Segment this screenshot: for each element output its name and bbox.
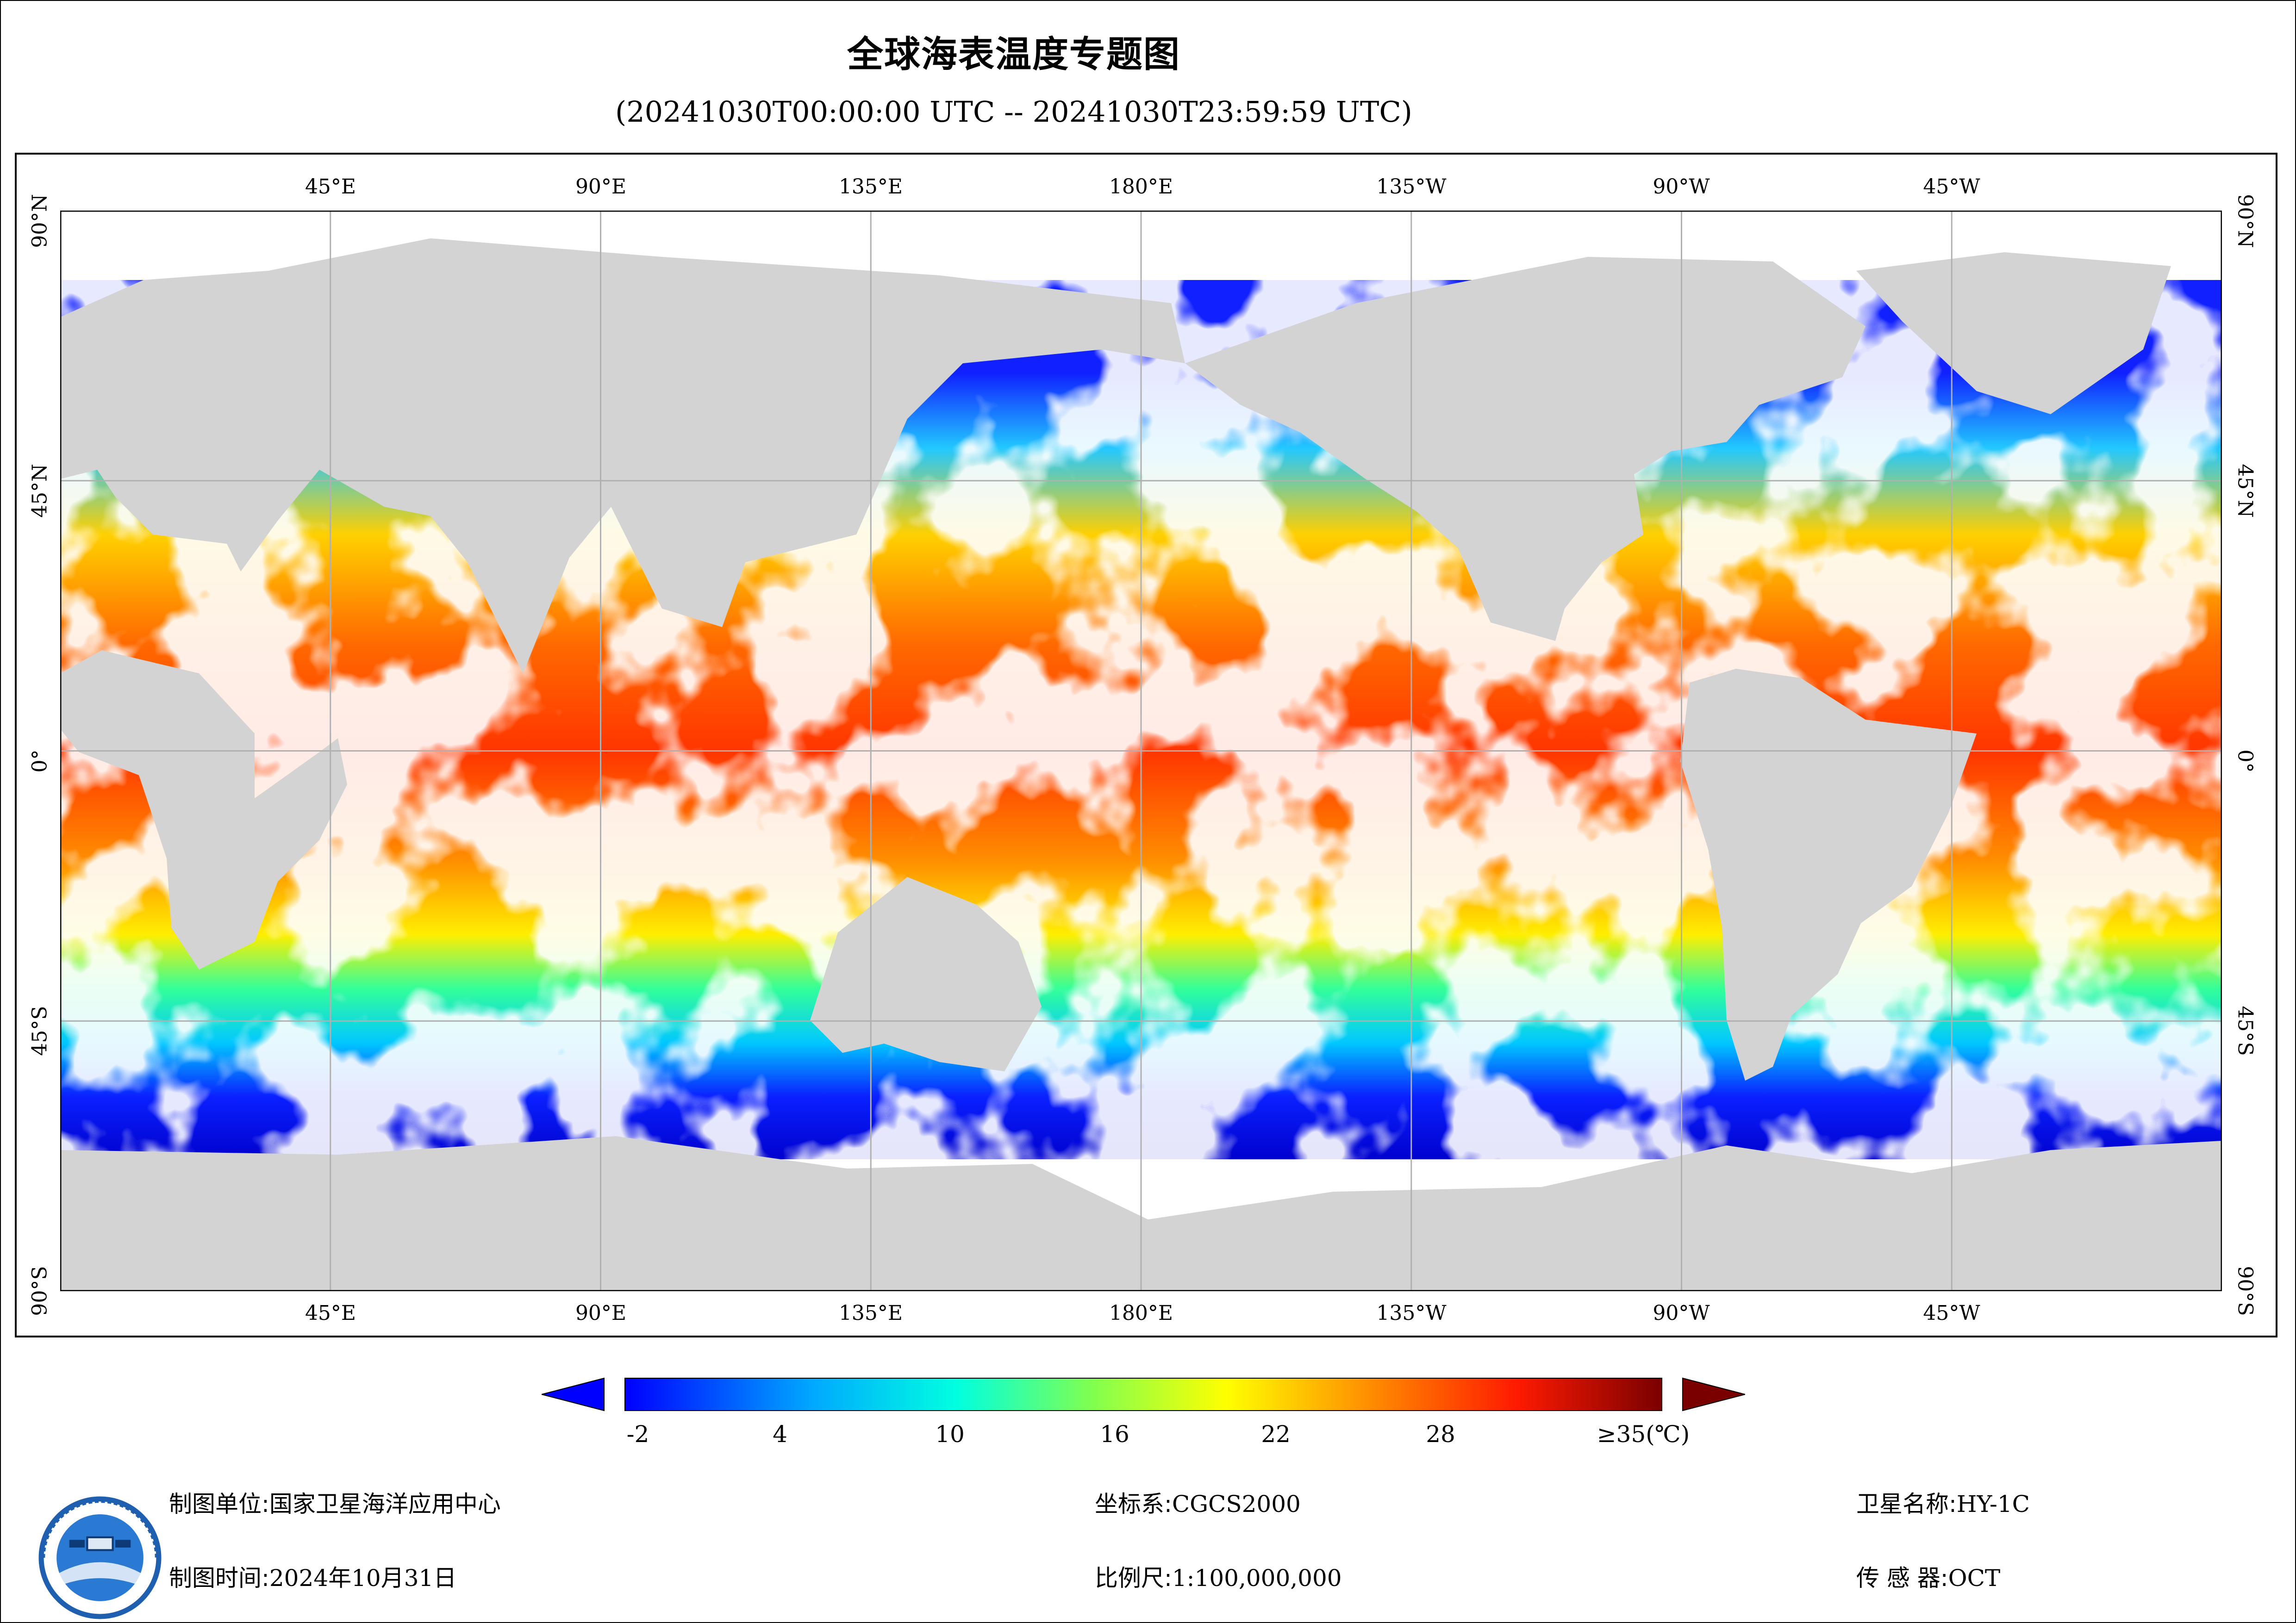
colorbar-tick-neg2: -2 <box>626 1421 649 1448</box>
colorbar-min-arrow <box>542 1377 605 1412</box>
time-label: 制图时间: <box>169 1565 269 1592</box>
map-title: 全球海表温度专题图 <box>847 34 1180 75</box>
crs-value: CGCS2000 <box>1172 1491 1301 1517</box>
colorbar-tick-10: 10 <box>935 1421 965 1448</box>
sst-colorbar <box>542 1377 1745 1412</box>
lat-label-left-45s: 45°S <box>28 1006 52 1056</box>
lon-label-top-45e: 45°E <box>305 175 356 199</box>
time-value: 2024年10月31日 <box>269 1565 457 1592</box>
scale-label: 比例尺: <box>1095 1565 1172 1592</box>
satellite-value: HY-1C <box>1956 1491 2030 1517</box>
lat-label-right-90s: 90°S <box>2233 1266 2257 1316</box>
colorbar-tick-4: 4 <box>773 1421 787 1448</box>
colorbar-tick-35: ≥35(℃) <box>1597 1421 1690 1448</box>
org-value: 国家卫星海洋应用中心 <box>269 1491 501 1517</box>
land-greenland <box>1856 252 2171 414</box>
crs-label: 坐标系: <box>1095 1491 1172 1517</box>
lon-label-bottom-135e: 135°E <box>838 1301 903 1325</box>
lon-label-bottom-90e: 90°E <box>575 1301 627 1325</box>
lon-label-top-90e: 90°E <box>575 175 627 199</box>
sensor-info: 传 感 器:OCT <box>1856 1560 2000 1593</box>
colorbar-tick-16: 16 <box>1100 1421 1129 1448</box>
lat-label-left-0: 0° <box>28 749 52 773</box>
lat-label-left-45n: 45°N <box>28 464 52 518</box>
org-label: 制图单位: <box>169 1491 269 1517</box>
colorbar-tick-28: 28 <box>1426 1421 1455 1448</box>
satellite-info: 卫星名称:HY-1C <box>1856 1486 2030 1519</box>
colorbar-ramp <box>624 1378 1662 1411</box>
map-neatline <box>60 211 2222 1291</box>
lat-label-right-0: 0° <box>2233 749 2257 773</box>
scale-info: 比例尺:1:100,000,000 <box>1095 1560 1342 1593</box>
lon-label-top-135e: 135°E <box>838 175 903 199</box>
lat-label-right-45n: 45°N <box>2233 464 2257 518</box>
lon-label-top-90w: 90°W <box>1653 175 1710 199</box>
map-subtitle: (20241030T00:00:00 UTC -- 20241030T23:59… <box>615 95 1412 129</box>
land-north-america <box>1185 257 1866 641</box>
colorbar-tick-22: 22 <box>1261 1421 1291 1448</box>
lon-label-top-135w: 135°W <box>1376 175 1447 199</box>
org-info: 制图单位:国家卫星海洋应用中心 <box>169 1486 501 1519</box>
lat-label-left-90n: 90°N <box>28 194 52 248</box>
lat-label-left-90s: 90°S <box>28 1266 52 1316</box>
graticule <box>60 211 2222 1291</box>
lon-label-bottom-45e: 45°E <box>305 1301 356 1325</box>
lon-label-top-45w: 45°W <box>1923 175 1980 199</box>
lon-label-bottom-45w: 45°W <box>1923 1301 1980 1325</box>
lon-label-top-180e: 180°E <box>1109 175 1173 199</box>
colorbar-max-arrow <box>1682 1377 1745 1412</box>
satellite-label: 卫星名称: <box>1856 1491 1957 1517</box>
lon-label-bottom-90w: 90°W <box>1653 1301 1710 1325</box>
sst-map[interactable] <box>60 211 2222 1291</box>
lat-label-right-90n: 90°N <box>2233 194 2257 248</box>
lon-label-bottom-180e: 180°E <box>1109 1301 1173 1325</box>
lon-label-bottom-135w: 135°W <box>1376 1301 1447 1325</box>
scale-value: 1:100,000,000 <box>1172 1565 1342 1592</box>
sensor-label: 传 感 器: <box>1856 1565 1948 1592</box>
time-info: 制图时间:2024年10月31日 <box>169 1560 456 1593</box>
sensor-value: OCT <box>1948 1565 2001 1592</box>
lat-label-right-45s: 45°S <box>2233 1006 2257 1056</box>
crs-info: 坐标系:CGCS2000 <box>1095 1486 1301 1519</box>
satellite-ocean-logo-icon <box>38 1496 162 1619</box>
land-eurasia <box>60 238 1185 673</box>
land-africa <box>60 650 347 970</box>
map-frame <box>15 153 2277 1337</box>
land-south-america <box>1680 669 1977 1081</box>
land-australia <box>810 877 1042 1071</box>
